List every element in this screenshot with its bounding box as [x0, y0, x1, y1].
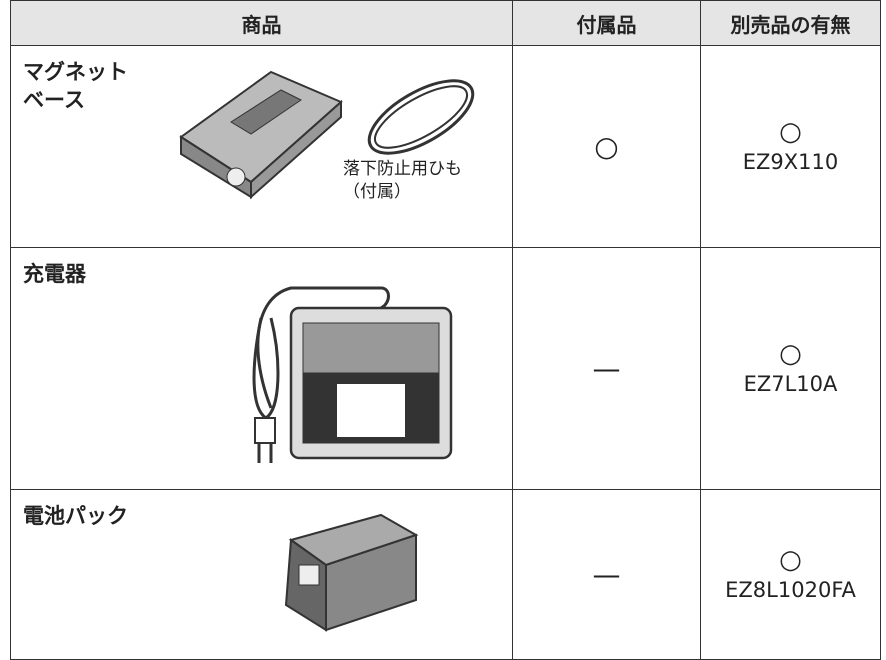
- model-number: EZ7L10A: [743, 371, 838, 396]
- product-cell: 電池パック: [10, 489, 513, 660]
- product-name: 電池パック: [23, 504, 128, 528]
- included-cell: ○: [512, 45, 701, 248]
- product-name: 充電器: [23, 262, 86, 286]
- header-cell: 付属品: [512, 0, 701, 46]
- product-table: 商品 付属品 別売品の有無 マグネット ベース 落下防止用ひも （付属） ○ ○…: [10, 0, 881, 660]
- row: マグネット ベース 落下防止用ひも （付属） ○ ○ EZ9X110: [10, 45, 881, 248]
- separate-cell: ○ EZ7L10A: [700, 247, 881, 490]
- row: 電池パック — ○ EZ8L1020FA: [10, 489, 881, 660]
- included-cell: —: [512, 247, 701, 490]
- separate-cell: ○ EZ8L1020FA: [700, 489, 881, 660]
- header-cell: 別売品の有無: [700, 0, 881, 46]
- charger-illustration: [252, 286, 453, 463]
- availability-mark: ○: [779, 116, 802, 147]
- product-cell: マグネット ベース 落下防止用ひも （付属）: [10, 45, 513, 248]
- product-cell: 充電器: [10, 247, 513, 490]
- header-cell: 商品: [10, 0, 513, 46]
- included-cell: —: [512, 489, 701, 660]
- separate-cell: ○ EZ9X110: [700, 45, 881, 248]
- product-name: マグネット: [23, 60, 128, 84]
- availability-mark: ○: [779, 338, 802, 369]
- availability-mark: ○: [779, 544, 802, 575]
- model-number: EZ9X110: [742, 149, 839, 174]
- row: 充電器 — ○ EZ7L10A: [10, 247, 881, 490]
- caption: 落下防止用ひも: [343, 159, 462, 179]
- header-row: 商品 付属品 別売品の有無: [10, 0, 881, 46]
- model-number: EZ8L1020FA: [725, 577, 856, 602]
- caption: （付属）: [343, 182, 411, 202]
- battery-pack-illustration: [284, 513, 419, 632]
- product-name: ベース: [23, 88, 85, 112]
- magnet-base-illustration: [179, 70, 475, 200]
